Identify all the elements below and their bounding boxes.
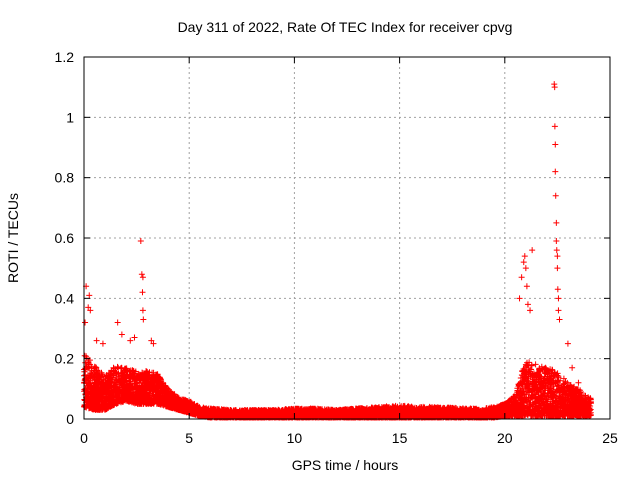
x-tick-label: 20 [497,430,513,446]
roti-outlier-point [552,141,559,148]
roti-outlier-point [575,379,582,386]
roti-outlier-point [131,334,138,341]
roti-outlier-point [551,84,558,91]
roti-outlier-point [82,319,89,326]
x-tick-label: 10 [287,430,303,446]
roti-outlier-point [85,304,92,311]
y-tick-label: 0.2 [55,351,75,367]
roti-outlier-point [516,295,523,302]
roti-outlier-point [138,271,145,278]
roti-outlier-point [137,238,144,245]
roti-outlier-point [93,337,100,344]
data-points [81,81,594,421]
y-tick-label: 0.4 [55,290,75,306]
roti-outlier-point [553,219,560,226]
roti-outlier-point [99,340,106,347]
roti-outlier-point [139,307,146,314]
roti-outlier-point [555,307,562,314]
roti-outlier-point [552,168,559,175]
roti-outlier-point [114,319,121,326]
x-tick-label: 25 [602,430,618,446]
roti-outlier-point [520,259,527,266]
roti-outlier-point [553,238,560,245]
y-tick-label: 0.8 [55,170,75,186]
grid-lines [84,57,610,419]
roti-outlier-point [564,340,571,347]
y-tick-label: 0 [66,411,74,427]
x-tick-label: 0 [80,430,88,446]
axis-ticks [83,56,611,420]
roti-outlier-point [148,337,155,344]
roti-outlier-point [87,307,94,314]
roti-outlier-point [518,274,525,281]
roti-outlier-point [524,301,531,308]
y-axis-label: ROTI / TECUs [5,193,21,283]
roti-outlier-point [527,307,534,314]
roti-outlier-point [556,316,563,323]
roti-outlier-point [521,253,528,260]
chart-title: Day 311 of 2022, Rate Of TEC Index for r… [178,19,513,35]
roti-scatter-points [81,352,594,421]
roti-outlier-point [555,295,562,302]
roti-outlier-point [569,364,576,371]
roti-outlier-point [529,247,536,254]
roti-outlier-point [522,265,529,272]
roti-outlier-point [150,340,157,347]
y-tick-label: 1.2 [55,49,75,65]
roti-outlier-point [127,337,134,344]
roti-outlier-point [551,123,558,130]
roti-outlier-point [523,283,530,290]
roti-outlier-point [140,316,147,323]
roti-outlier-point [554,265,561,272]
x-axis-label: GPS time / hours [292,457,399,473]
roti-outlier-point [139,274,146,281]
y-tick-label: 0.6 [55,230,75,246]
roti-outlier-point [552,192,559,199]
y-tick-label: 1 [66,109,74,125]
roti-outlier-point [118,331,125,338]
roti-outlier-point [554,253,561,260]
tick-labels: 0 0.2 0.4 0.6 0.8 1 1.2 0 5 10 15 20 25 [55,49,618,446]
x-tick-label: 5 [185,430,193,446]
roti-outlier-point [139,289,146,296]
roti-outlier-point [86,292,93,299]
roti-outlier-point [554,286,561,293]
x-tick-label: 15 [392,430,408,446]
roti-outlier-point [553,247,560,254]
